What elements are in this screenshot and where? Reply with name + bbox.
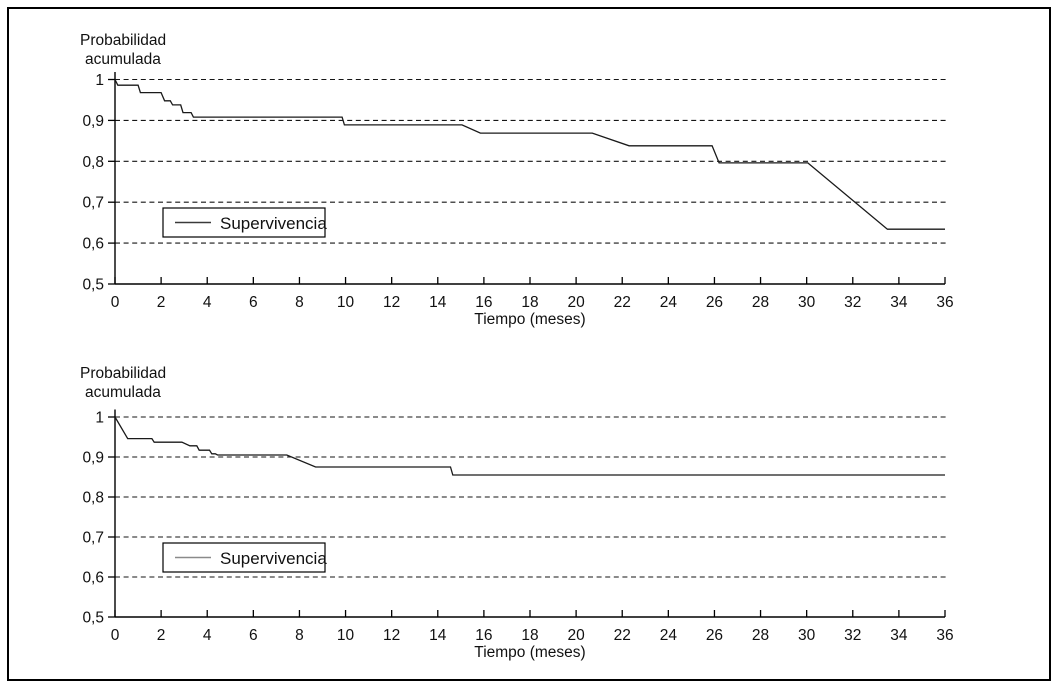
x-tick-label: 10 [337,627,355,644]
y-tick-label: 0,9 [82,450,104,467]
x-tick-label: 34 [890,627,908,644]
x-tick-label: 26 [706,294,723,311]
x-tick-label: 14 [429,627,447,644]
x-tick-label: 2 [157,294,166,311]
x-tick-label: 36 [936,627,953,644]
x-tick-label: 32 [844,294,861,311]
x-tick-label: 14 [429,294,447,311]
y-tick-label: 0,7 [82,530,104,547]
x-tick-label: 32 [844,627,861,644]
survival-curve [114,79,945,230]
x-tick-label: 30 [798,627,816,644]
x-tick-label: 18 [521,627,538,644]
x-tick-label: 0 [111,627,120,644]
legend-box [162,207,326,238]
x-tick-label: 26 [706,627,723,644]
x-tick-label: 16 [475,627,492,644]
y-tick-label: 1 [95,410,104,427]
x-tick-label: 28 [752,294,769,311]
x-tick-label: 24 [660,294,678,311]
survival-curve [114,416,945,476]
y-tick-label: 0,7 [82,195,104,212]
x-axis-label: Tiempo (meses) [474,644,585,661]
x-tick-label: 8 [295,294,304,311]
x-tick-label: 24 [660,627,678,644]
y-tick-label: 0,9 [82,113,104,130]
x-tick-label: 22 [614,627,631,644]
y-axis-label: Probabilidad [80,32,166,49]
y-axis-label: acumulada [85,384,161,401]
legend-label: Supervivencia [220,214,327,233]
x-tick-label: 20 [567,294,585,311]
x-tick-label: 10 [337,294,355,311]
x-tick-label: 12 [383,627,400,644]
x-axis-label: Tiempo (meses) [474,311,585,328]
x-tick-label: 4 [203,627,212,644]
y-axis-label: acumulada [85,51,161,68]
x-tick-label: 20 [567,627,585,644]
legend-label: Supervivencia [220,549,327,568]
x-tick-label: 0 [111,294,120,311]
x-tick-label: 4 [203,294,212,311]
y-tick-label: 0,6 [82,570,104,587]
y-axis-label: Probabilidad [80,365,166,382]
x-tick-label: 30 [798,294,816,311]
y-tick-label: 1 [95,72,104,89]
y-tick-label: 0,5 [82,610,104,627]
x-tick-label: 18 [521,294,538,311]
y-tick-label: 0,5 [82,277,104,294]
x-tick-label: 22 [614,294,631,311]
survival-chart-top: 10,90,80,70,60,50 2 4 6 8 10 12 14 16 18 20 22 24 26 2… [80,32,954,328]
x-tick-label: 36 [936,294,953,311]
x-tick-label: 8 [295,627,304,644]
x-tick-label: 6 [249,627,258,644]
y-tick-label: 0,6 [82,236,104,253]
x-tick-label: 28 [752,627,769,644]
x-tick-label: 16 [475,294,492,311]
survival-chart-bottom: 10,90,80,70,60,50 2 4 6 8 10 12 14 16 18 20 22 24 26 2… [80,365,954,661]
x-tick-label: 2 [157,627,166,644]
y-tick-label: 0,8 [82,490,104,507]
x-tick-label: 12 [383,294,400,311]
y-tick-label: 0,8 [82,154,104,171]
x-tick-label: 6 [249,294,258,311]
x-tick-label: 34 [890,294,908,311]
